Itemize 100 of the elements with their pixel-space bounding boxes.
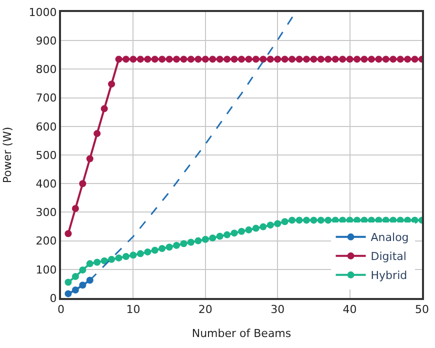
- y-tick-label: 100: [36, 263, 57, 276]
- y-tick-label: 900: [36, 34, 57, 48]
- point: [404, 56, 412, 63]
- point: [151, 56, 158, 63]
- point: [411, 216, 418, 224]
- point: [375, 56, 382, 63]
- point: [158, 56, 166, 63]
- point: [382, 56, 390, 63]
- point: [245, 226, 252, 234]
- point: [296, 216, 303, 224]
- x-tick-label: 20: [198, 303, 212, 316]
- point: [224, 56, 231, 63]
- point: [130, 252, 137, 259]
- point: [260, 223, 267, 230]
- point: [158, 245, 166, 252]
- point: [166, 56, 173, 63]
- point: [288, 216, 296, 224]
- point: [136, 250, 144, 258]
- point: [115, 254, 122, 262]
- point: [122, 56, 130, 63]
- point: [310, 56, 318, 63]
- y-tick-label: 500: [36, 148, 57, 162]
- point: [390, 56, 397, 63]
- point: [173, 242, 180, 249]
- point: [94, 130, 101, 138]
- point: [166, 244, 173, 251]
- point: [64, 278, 72, 286]
- point: [230, 230, 238, 237]
- point: [238, 56, 245, 63]
- y-tick-label: 300: [36, 206, 57, 220]
- point: [302, 216, 310, 224]
- legend-label: Analog: [370, 231, 409, 244]
- point: [79, 282, 86, 289]
- point: [72, 273, 79, 280]
- point: [79, 180, 86, 188]
- point: [324, 216, 332, 224]
- legend-label: Hybrid: [370, 269, 408, 282]
- y-axis-title: Power (W): [0, 126, 14, 184]
- point: [324, 56, 332, 63]
- point: [136, 56, 144, 63]
- point: [216, 56, 224, 63]
- point: [144, 248, 152, 256]
- x-axis-title: Number of Beams: [192, 326, 292, 340]
- point: [151, 246, 158, 254]
- point: [180, 240, 188, 248]
- point: [411, 56, 418, 63]
- x-tick-label: 50: [415, 303, 429, 316]
- point: [238, 228, 245, 235]
- point: [368, 56, 375, 63]
- point: [72, 204, 79, 212]
- point: [310, 216, 318, 224]
- point: [202, 236, 209, 243]
- point: [354, 56, 361, 63]
- x-tick-label: 30: [270, 303, 285, 316]
- y-tick-label: 1000: [28, 6, 57, 19]
- y-tick-label: 400: [36, 177, 57, 190]
- point: [86, 155, 94, 162]
- point: [317, 56, 324, 63]
- point: [187, 56, 194, 63]
- point: [266, 56, 274, 63]
- point: [115, 56, 122, 63]
- point: [64, 290, 72, 298]
- point: [252, 224, 260, 232]
- y-tick-label: 600: [36, 120, 57, 134]
- point: [296, 56, 303, 63]
- point: [72, 286, 79, 294]
- point: [339, 56, 346, 63]
- point: [144, 56, 152, 63]
- point: [396, 56, 404, 63]
- point: [274, 56, 282, 63]
- point: [281, 218, 288, 226]
- point: [194, 56, 202, 63]
- point: [86, 260, 94, 268]
- point: [266, 222, 274, 229]
- point: [281, 56, 288, 63]
- point: [130, 56, 137, 63]
- point: [260, 56, 267, 63]
- point: [360, 56, 368, 63]
- point: [173, 56, 180, 63]
- point: [224, 231, 231, 238]
- point: [332, 56, 339, 63]
- point: [194, 237, 202, 244]
- point: [274, 220, 282, 228]
- point: [302, 56, 310, 63]
- legend-label: Digital: [370, 250, 406, 264]
- x-tick-label: 40: [342, 303, 357, 316]
- point: [209, 56, 216, 63]
- point: [245, 56, 252, 63]
- point: [209, 234, 216, 242]
- y-tick-label: 0: [50, 292, 57, 305]
- point: [288, 56, 296, 63]
- point: [180, 56, 188, 63]
- point: [108, 256, 116, 263]
- point: [108, 80, 116, 88]
- point: [94, 258, 101, 266]
- point: [64, 230, 72, 238]
- point: [216, 232, 224, 240]
- point: [187, 238, 194, 246]
- y-tick-label: 700: [36, 92, 57, 105]
- point: [202, 56, 209, 63]
